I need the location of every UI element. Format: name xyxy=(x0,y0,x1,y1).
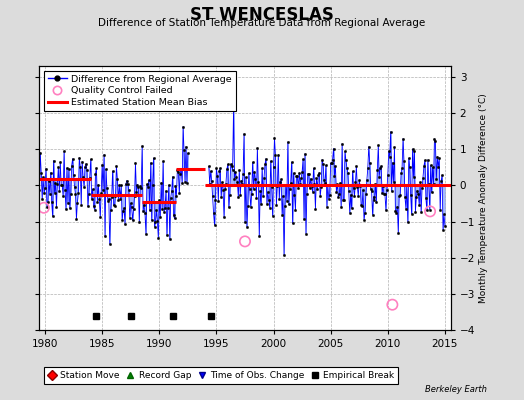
Point xyxy=(241,238,249,244)
Point xyxy=(426,208,434,214)
Text: Difference of Station Temperature Data from Regional Average: Difference of Station Temperature Data f… xyxy=(99,18,425,28)
Legend: Station Move, Record Gap, Time of Obs. Change, Empirical Break: Station Move, Record Gap, Time of Obs. C… xyxy=(44,367,398,384)
Point xyxy=(40,204,48,211)
Text: ST WENCESLAS: ST WENCESLAS xyxy=(190,6,334,24)
Point xyxy=(388,302,397,308)
Y-axis label: Monthly Temperature Anomaly Difference (°C): Monthly Temperature Anomaly Difference (… xyxy=(479,93,488,303)
Text: Berkeley Earth: Berkeley Earth xyxy=(425,385,487,394)
